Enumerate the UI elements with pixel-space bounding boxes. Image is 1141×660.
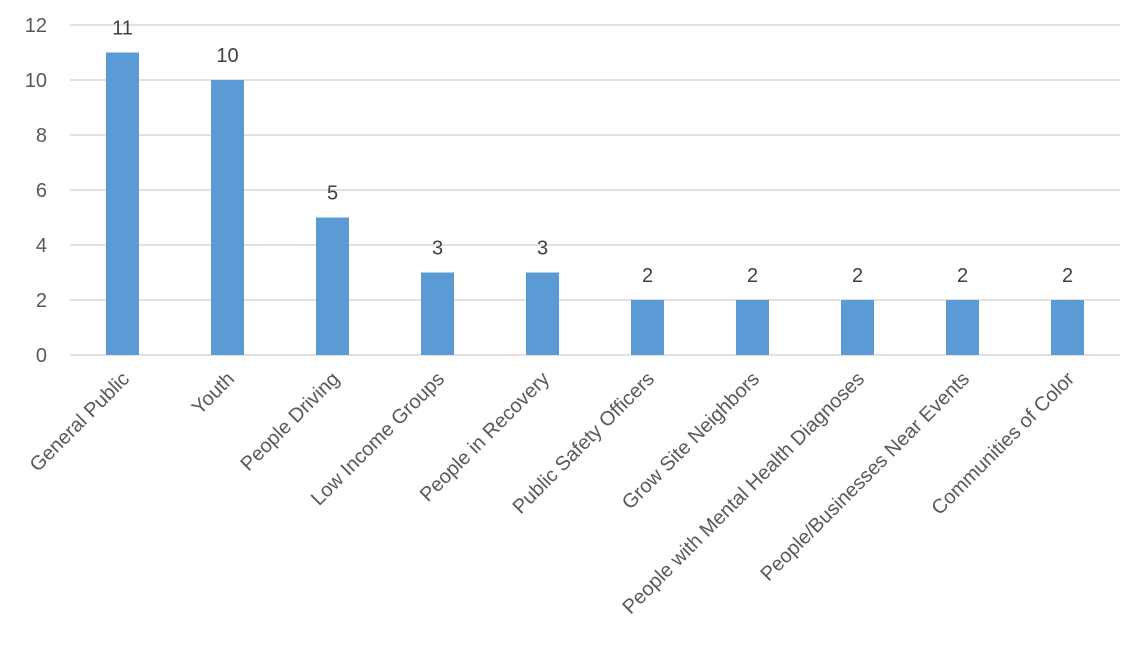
y-tick-label: 10	[25, 70, 47, 92]
y-tick-label: 2	[36, 290, 47, 312]
bar-10	[1051, 300, 1084, 355]
x-category-label: People with Mental Health Diagnoses	[618, 368, 869, 619]
data-label: 2	[747, 265, 758, 287]
bar-7	[736, 300, 769, 355]
data-label: 3	[537, 238, 548, 260]
data-labels: 11 10 5 3 3 2 2 2 2 2	[112, 18, 1073, 288]
x-category-label: People/Businesses Near Events	[756, 368, 974, 586]
data-label: 5	[327, 183, 338, 205]
bar-5	[526, 272, 559, 355]
x-category-label: People Driving	[237, 368, 345, 476]
y-tick-label: 4	[36, 235, 47, 257]
gridlines	[70, 24, 1120, 356]
data-label: 11	[112, 18, 133, 40]
data-label: 2	[957, 265, 968, 287]
data-label: 3	[432, 238, 443, 260]
bar-2	[211, 80, 244, 355]
y-tick-label: 8	[36, 125, 47, 147]
y-tick-label: 6	[36, 180, 47, 202]
y-tick-label: 12	[25, 15, 47, 37]
y-axis-tick-labels: 0 2 4 6 8 10 12	[25, 15, 47, 367]
bars	[106, 52, 1084, 355]
data-label: 2	[852, 265, 863, 287]
bar-4	[421, 272, 454, 355]
bar-9	[946, 300, 979, 355]
bar-1	[106, 52, 139, 355]
data-label: 2	[642, 265, 653, 287]
y-tick-label: 0	[36, 345, 47, 367]
data-label: 2	[1062, 265, 1073, 287]
bar-6	[631, 300, 664, 355]
bar-8	[841, 300, 874, 355]
bar-3	[316, 217, 349, 355]
data-label: 10	[216, 45, 238, 67]
x-category-label: Youth	[188, 368, 239, 419]
x-category-label: General Public	[26, 368, 134, 476]
